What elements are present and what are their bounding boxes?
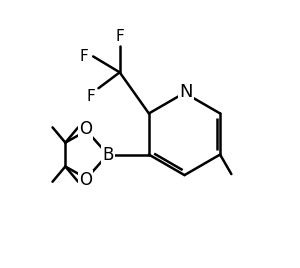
Text: N: N bbox=[179, 83, 193, 101]
Text: B: B bbox=[102, 146, 113, 163]
Text: F: F bbox=[80, 49, 88, 64]
Text: F: F bbox=[86, 89, 95, 104]
Text: O: O bbox=[79, 120, 92, 138]
Text: F: F bbox=[115, 29, 124, 44]
Text: O: O bbox=[79, 171, 92, 189]
